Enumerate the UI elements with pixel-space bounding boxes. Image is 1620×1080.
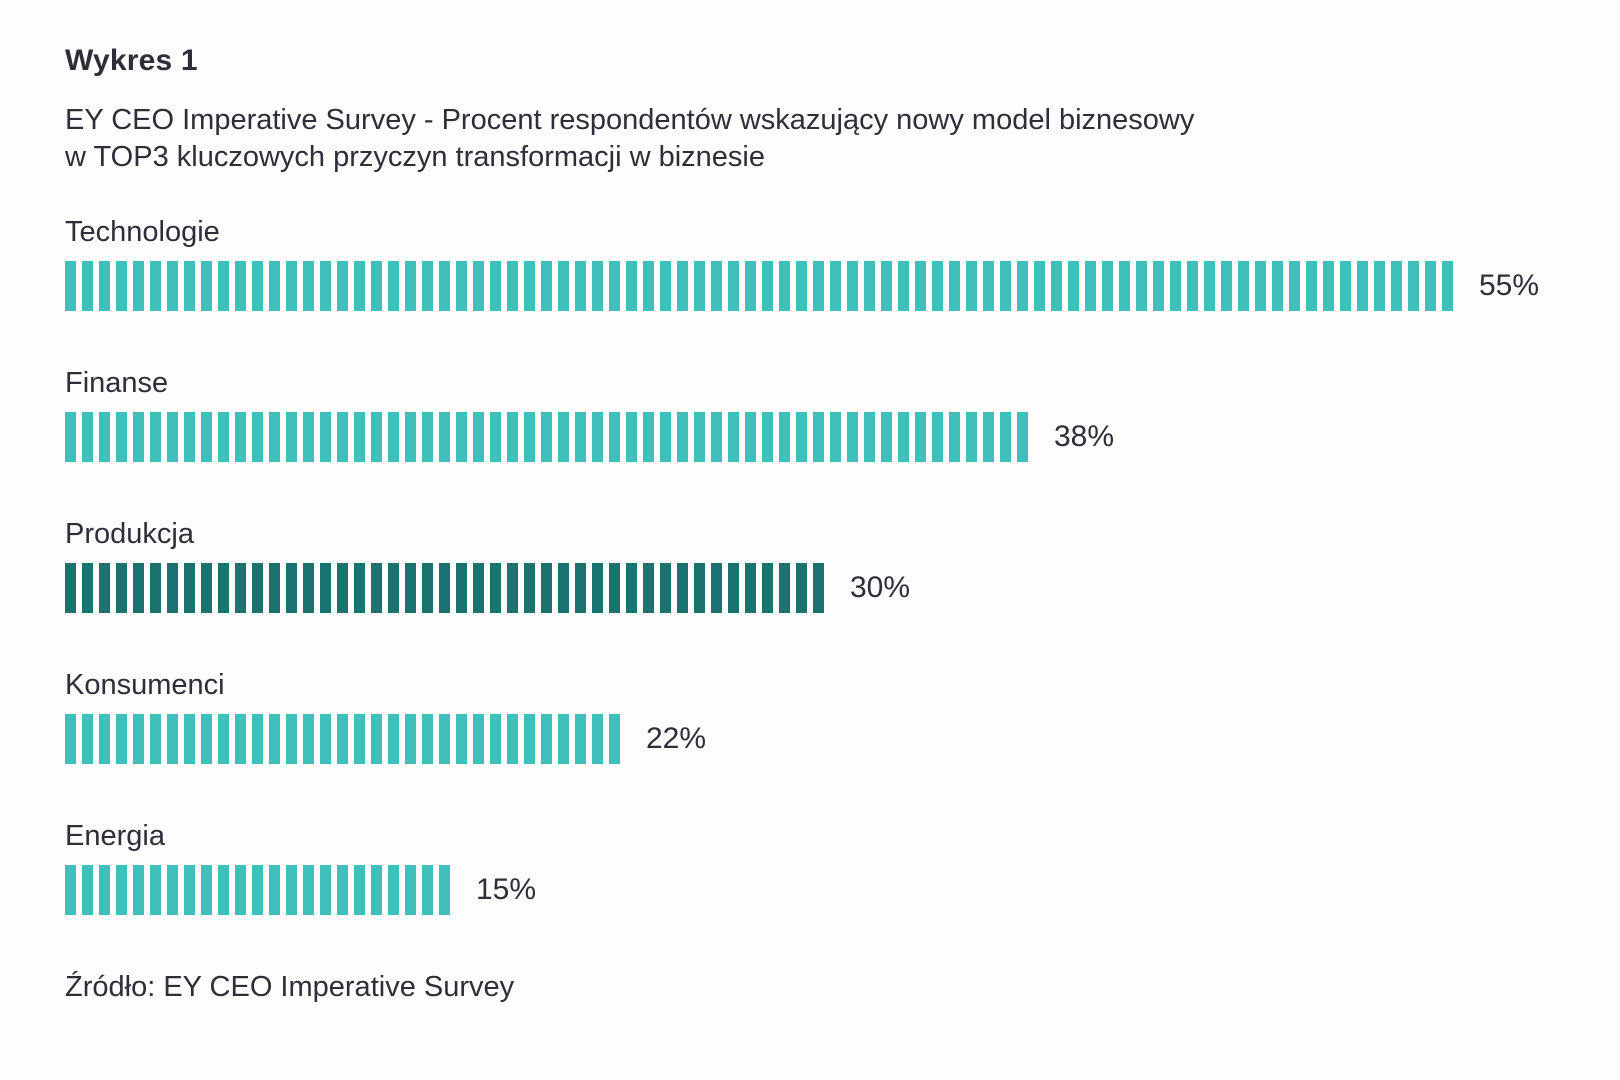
category-label: Finanse (65, 367, 169, 400)
bar-line: 15% (65, 865, 1565, 916)
bar-segmented (65, 563, 824, 614)
category-label: Konsumenci (65, 669, 225, 702)
value-label: 30% (850, 571, 911, 605)
value-label: 55% (1479, 269, 1540, 303)
bar-segmented (65, 865, 450, 916)
value-label: 15% (476, 873, 537, 907)
bar-segmented (65, 412, 1028, 463)
bar-row: Energia 15% (65, 820, 1565, 916)
chart-title-line1: EY CEO Imperative Survey - Procent respo… (65, 104, 1195, 136)
chart-title-line2: w TOP3 kluczowych przyczyn transformacji… (65, 141, 765, 174)
value-label: 38% (1054, 420, 1115, 454)
chart: Wykres 1 EY CEO Imperative Survey - Proc… (65, 44, 1565, 1004)
bar-line: 38% (65, 412, 1565, 463)
bar-rows: Technologie 55% Finanse 38% Produkcja 30% Kons… (65, 216, 1565, 916)
value-label: 22% (646, 722, 707, 756)
bar-row: Finanse 38% (65, 367, 1565, 463)
category-label: Energia (65, 820, 165, 853)
chart-label: Wykres 1 (65, 44, 198, 77)
category-label: Produkcja (65, 518, 194, 551)
bar-row: Konsumenci 22% (65, 669, 1565, 765)
bar-line: 55% (65, 261, 1565, 312)
bar-row: Produkcja 30% (65, 518, 1565, 614)
source-note: Źródło: EY CEO Imperative Survey (65, 971, 515, 1004)
bar-segmented (65, 261, 1453, 312)
bar-row: Technologie 55% (65, 216, 1565, 312)
bar-line: 22% (65, 714, 1565, 765)
category-label: Technologie (65, 216, 220, 249)
bar-line: 30% (65, 563, 1565, 614)
chart-title: EY CEO Imperative Survey - Procent respo… (65, 102, 1565, 176)
bar-segmented (65, 714, 620, 765)
